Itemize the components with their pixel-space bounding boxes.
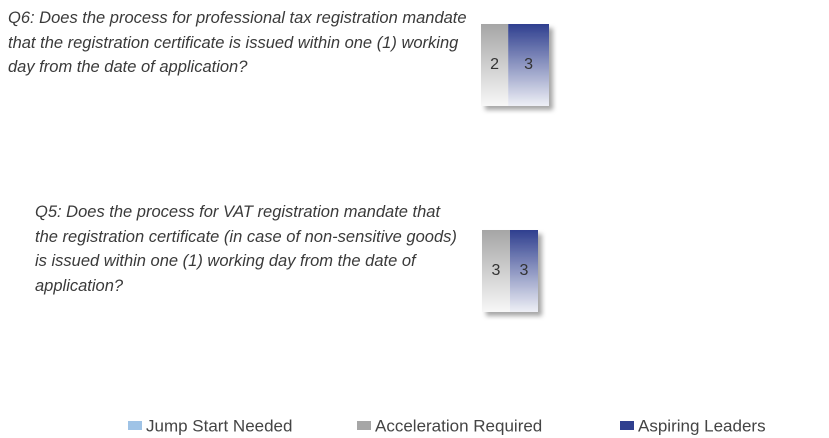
question: Q5: Does the process for VAT registratio…	[35, 203, 457, 295]
legend-label: Jump Start Needed	[146, 416, 292, 435]
bar-group	[481, 24, 549, 106]
question: Q6: Does the process for professional ta…	[8, 9, 467, 76]
legend-swatch	[620, 421, 634, 430]
data-label: 3	[492, 262, 501, 279]
legend-swatch	[128, 421, 142, 430]
legend-label: Aspiring Leaders	[638, 416, 766, 435]
data-label: 3	[520, 262, 529, 279]
legend-swatch	[357, 421, 371, 430]
bar-shade	[482, 230, 538, 312]
data-label: 3	[524, 56, 533, 73]
data-label: 2	[490, 56, 499, 73]
legend-label: Acceleration Required	[375, 416, 542, 435]
bar-group	[482, 230, 538, 312]
bar-shade	[481, 24, 549, 106]
